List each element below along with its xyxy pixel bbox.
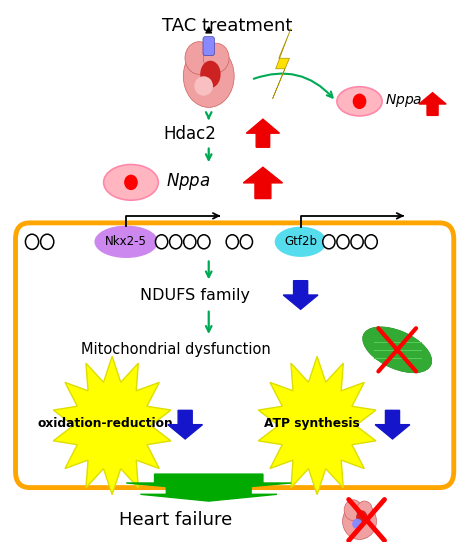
- Circle shape: [170, 235, 182, 249]
- FancyBboxPatch shape: [203, 36, 214, 55]
- Circle shape: [351, 235, 363, 249]
- Circle shape: [183, 235, 196, 249]
- Text: Heart failure: Heart failure: [119, 511, 232, 529]
- Circle shape: [155, 235, 168, 249]
- Ellipse shape: [275, 226, 327, 257]
- Circle shape: [337, 235, 349, 249]
- Text: Nkx2-5: Nkx2-5: [105, 235, 147, 248]
- Ellipse shape: [337, 87, 382, 116]
- Text: NDUFS family: NDUFS family: [139, 288, 250, 304]
- Polygon shape: [273, 28, 291, 99]
- Ellipse shape: [94, 225, 158, 258]
- Ellipse shape: [183, 45, 234, 108]
- Circle shape: [185, 42, 213, 74]
- Ellipse shape: [356, 510, 367, 525]
- Circle shape: [365, 235, 377, 249]
- Text: $\it{Nppa}$: $\it{Nppa}$: [385, 92, 423, 109]
- Polygon shape: [140, 486, 277, 501]
- Circle shape: [203, 43, 229, 73]
- Ellipse shape: [104, 165, 158, 200]
- Polygon shape: [283, 281, 318, 310]
- Circle shape: [344, 500, 362, 521]
- Circle shape: [26, 234, 38, 249]
- Circle shape: [125, 175, 137, 190]
- Circle shape: [226, 235, 238, 249]
- Polygon shape: [168, 411, 202, 439]
- Polygon shape: [375, 411, 410, 439]
- Polygon shape: [126, 474, 291, 490]
- Circle shape: [198, 235, 210, 249]
- Text: Gtf2b: Gtf2b: [284, 235, 317, 248]
- Ellipse shape: [343, 503, 376, 539]
- Text: $\it{Nppa}$: $\it{Nppa}$: [166, 171, 211, 192]
- Ellipse shape: [194, 76, 213, 96]
- Text: TAC treatment: TAC treatment: [163, 17, 293, 35]
- Ellipse shape: [200, 61, 220, 88]
- Polygon shape: [258, 356, 376, 495]
- Circle shape: [323, 235, 335, 249]
- Circle shape: [240, 235, 253, 249]
- Circle shape: [41, 234, 54, 249]
- Text: Mitochondrial dysfunction: Mitochondrial dysfunction: [81, 342, 271, 357]
- Ellipse shape: [352, 519, 362, 529]
- Text: oxidation-reduction: oxidation-reduction: [37, 417, 173, 430]
- Text: Hdac2: Hdac2: [164, 125, 216, 143]
- Text: ATP synthesis: ATP synthesis: [264, 417, 359, 430]
- Polygon shape: [246, 119, 280, 147]
- Ellipse shape: [363, 327, 432, 373]
- Ellipse shape: [363, 327, 432, 373]
- Circle shape: [356, 501, 373, 519]
- Circle shape: [354, 94, 365, 109]
- Polygon shape: [53, 356, 171, 495]
- Polygon shape: [419, 93, 446, 115]
- Polygon shape: [243, 167, 283, 199]
